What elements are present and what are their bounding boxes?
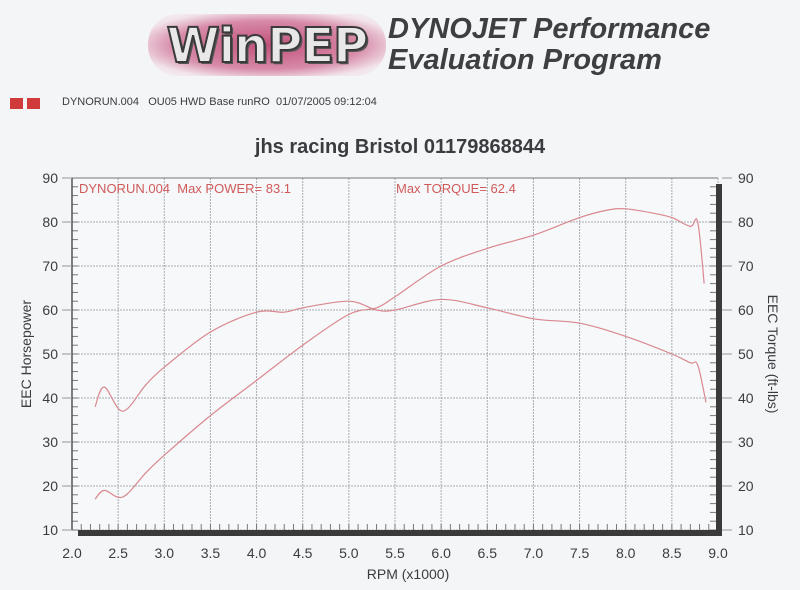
x-tick-label: 7.0 [524, 545, 544, 561]
y-tick-label-right: 90 [738, 170, 754, 186]
y-tick-label-left: 20 [42, 478, 58, 494]
legend-swatch-icon [10, 98, 23, 109]
x-tick-label: 7.5 [570, 545, 590, 561]
x-tick-label: 9.0 [708, 545, 728, 561]
legend-swatch-icon [27, 98, 40, 109]
headline-line1: DYNOJET Performance [388, 13, 711, 45]
x-tick-label: 3.5 [201, 545, 221, 561]
y-tick-label-left: 90 [42, 170, 58, 186]
y-axis-label-right: EEC Torque (ft-lbs) [765, 294, 781, 414]
y-tick-label-right: 50 [738, 346, 754, 362]
x-tick-label: 6.0 [431, 545, 451, 561]
x-tick-label: 3.0 [155, 545, 175, 561]
x-tick-label: 2.5 [108, 545, 128, 561]
headline-line2: Evaluation Program [388, 44, 662, 76]
y-tick-label-left: 60 [42, 302, 58, 318]
y-tick-label-left: 30 [42, 434, 58, 450]
y-tick-label-right: 60 [738, 302, 754, 318]
winpep-logo: WinPEP [148, 14, 386, 76]
chart-title: jhs racing Bristol 01179868844 [254, 136, 546, 158]
x-tick-label: 5.5 [385, 545, 405, 561]
x-tick-label: 2.0 [62, 545, 82, 561]
x-tick-label: 8.5 [662, 545, 682, 561]
torque-curve [94, 298, 707, 412]
y-tick-label-right: 30 [738, 434, 754, 450]
x-tick-label: 5.0 [339, 545, 359, 561]
y-tick-label-left: 40 [42, 390, 58, 406]
logo-text: WinPEP [166, 17, 370, 75]
x-tick-label: 8.0 [616, 545, 636, 561]
x-tick-label: 4.0 [247, 545, 267, 561]
y-tick-label-left: 70 [42, 258, 58, 274]
x-tick-label: 4.5 [293, 545, 313, 561]
y-tick-label-right: 20 [738, 478, 754, 494]
run-info: DYNORUN.004 OU05 HWD Base runRO 01/07/20… [62, 96, 377, 108]
headline: DYNOJET Performance Evaluation Program [388, 14, 710, 76]
y-tick-label-left: 80 [42, 214, 58, 230]
y-tick-label-right: 10 [738, 522, 754, 538]
max-power-annotation: DYNORUN.004 Max POWER= 83.1 [79, 181, 292, 196]
y-tick-label-right: 70 [738, 258, 754, 274]
y-tick-label-left: 10 [42, 522, 58, 538]
y-tick-label-right: 80 [738, 214, 754, 230]
y-tick-label-left: 50 [42, 346, 58, 362]
y-axis-label-left: EEC Horsepower [18, 299, 34, 409]
x-axis-label: RPM (x1000) [366, 566, 450, 582]
max-torque-annotation: Max TORQUE= 62.4 [396, 181, 516, 196]
horsepower-curve [94, 207, 705, 500]
y-tick-label-right: 40 [738, 390, 754, 406]
x-tick-label: 6.5 [478, 545, 498, 561]
